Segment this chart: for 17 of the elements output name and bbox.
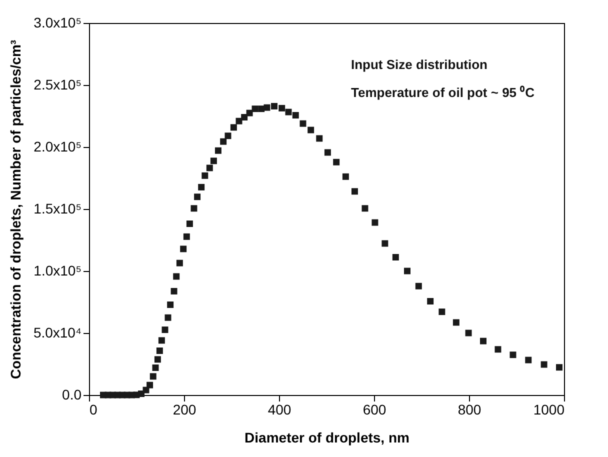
annotation: Input Size distribution [351,57,488,72]
y-tick-label: 5.0x10⁴ [33,324,82,340]
x-tick-label: 400 [268,402,292,418]
y-tick-label: 2.0x10⁵ [34,138,82,154]
x-tick-label: 200 [172,402,196,418]
y-axis-title: Concentration of droplets, Number of particles/cm³ [7,40,24,380]
annotation: Temperature of oil pot ~ 95 ⁰C [351,85,536,100]
y-tick-label: 1.5x10⁵ [34,200,82,216]
y-tick-label: 1.0x10⁵ [34,262,82,278]
x-tick-label: 800 [458,402,482,418]
x-tick-label: 0 [90,402,98,418]
y-tick-label: 2.5x10⁵ [34,76,82,92]
x-tick-label: 600 [362,402,386,418]
y-tick-label: 0.0 [62,386,82,402]
x-tick-label: 1000 [533,402,565,418]
x-axis-title: Diameter of droplets, nm [244,430,410,446]
y-tick-label: 3.0x10⁵ [34,14,82,30]
